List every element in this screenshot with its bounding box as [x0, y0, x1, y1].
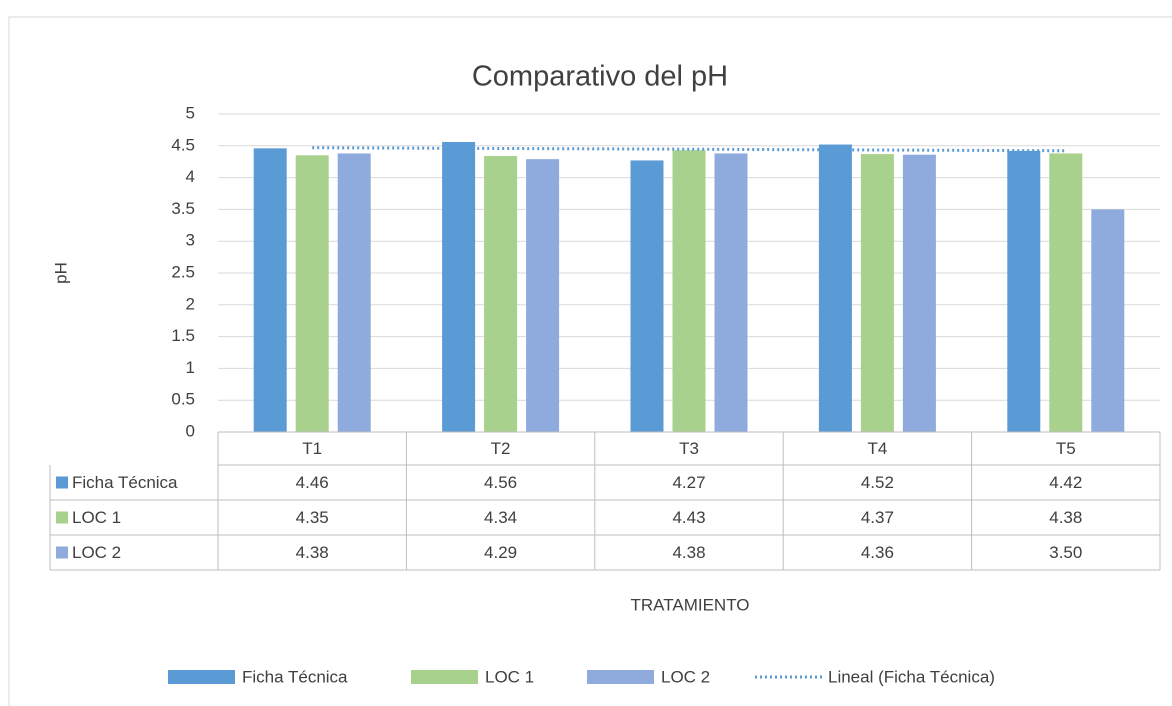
y-tick-label: 1.5 [171, 326, 195, 345]
table-cell: 4.38 [296, 543, 329, 562]
x-tick-label: T4 [867, 439, 887, 458]
y-tick-label: 2.5 [171, 262, 195, 281]
table-cell: 4.37 [861, 508, 894, 527]
legend-swatch [168, 670, 235, 684]
bar [1007, 150, 1041, 432]
x-tick-label: T2 [491, 439, 511, 458]
x-axis-title: TRATAMIENTO [631, 595, 750, 614]
bar [526, 159, 560, 432]
table-cell: 4.27 [672, 473, 705, 492]
legend-swatch [411, 670, 478, 684]
bar [818, 144, 852, 432]
bar [442, 141, 476, 432]
table-row-label: LOC 1 [72, 508, 121, 527]
legend-label: LOC 1 [485, 667, 534, 686]
table-legend-key [56, 546, 68, 559]
x-tick-label: T1 [302, 439, 322, 458]
chart-border [8, 16, 1172, 706]
table-row-label: LOC 2 [72, 543, 121, 562]
bar [630, 160, 664, 433]
table-cell: 3.50 [1049, 543, 1082, 562]
table-cell: 4.38 [1049, 508, 1082, 527]
y-tick-label: 1 [186, 358, 195, 377]
table-cell: 4.52 [861, 473, 894, 492]
legend-label: LOC 2 [661, 667, 710, 686]
table-cell: 4.56 [484, 473, 517, 492]
legend-swatch [587, 670, 654, 684]
y-tick-label: 4 [186, 167, 195, 186]
y-tick-label: 0 [186, 421, 195, 440]
bar [902, 154, 936, 433]
x-tick-label: T3 [679, 439, 699, 458]
x-tick-label: T5 [1056, 439, 1076, 458]
y-tick-label: 4.5 [171, 135, 195, 154]
legend-label: Lineal (Ficha Técnica) [828, 667, 995, 686]
table-cell: 4.43 [672, 508, 705, 527]
bar [860, 154, 894, 432]
table-row-label: Ficha Técnica [72, 473, 178, 492]
y-axis-title: pH [51, 262, 70, 284]
y-tick-label: 0.5 [171, 390, 195, 409]
table-legend-key [56, 511, 68, 524]
bar [253, 148, 287, 432]
bar [714, 153, 748, 432]
trendline [312, 146, 1066, 153]
bar [672, 150, 706, 432]
y-tick-label: 2 [186, 294, 195, 313]
bar [1091, 209, 1125, 432]
table-cell: 4.38 [672, 543, 705, 562]
table-cell: 4.36 [861, 543, 894, 562]
table-cell: 4.42 [1049, 473, 1082, 492]
table-cell: 4.34 [484, 508, 517, 527]
y-tick-label: 3.5 [171, 199, 195, 218]
chart-title: Comparativo del pH [472, 61, 728, 93]
bar [337, 153, 371, 432]
table-cell: 4.35 [296, 508, 329, 527]
y-tick-label: 5 [186, 103, 195, 122]
table-cell: 4.29 [484, 543, 517, 562]
legend-label: Ficha Técnica [242, 667, 348, 686]
table-cell: 4.46 [296, 473, 329, 492]
table-legend-key [56, 476, 68, 489]
bar [484, 155, 518, 432]
y-tick-label: 3 [186, 231, 195, 250]
bar [1049, 153, 1083, 432]
bar [295, 155, 329, 432]
